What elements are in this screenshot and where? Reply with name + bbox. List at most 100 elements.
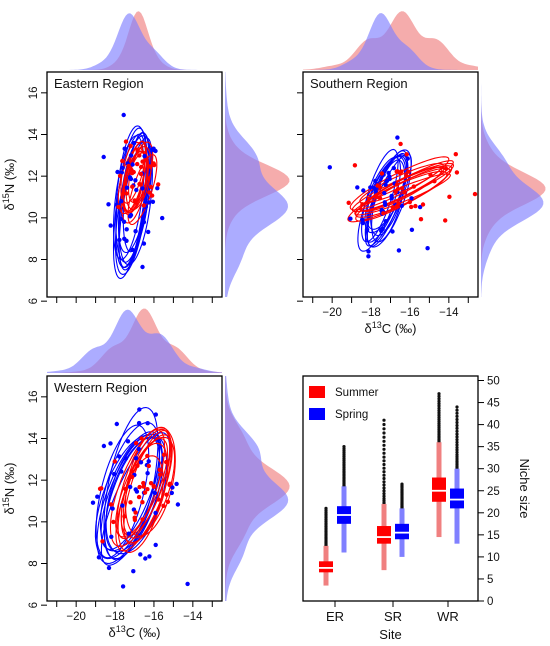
point-summer: [453, 152, 458, 157]
x-tick-label: −20: [66, 611, 86, 623]
point-spring: [417, 204, 423, 210]
point-spring: [409, 196, 414, 201]
y-tick-label: 12: [28, 170, 40, 183]
point-spring: [101, 154, 106, 160]
outlier-point: [437, 402, 441, 406]
y-tick-label: 14: [28, 128, 40, 141]
x-axis-label: δ13C (‰): [365, 320, 417, 336]
point-summer: [141, 203, 146, 208]
box-summer: [432, 477, 446, 502]
point-spring: [118, 216, 124, 222]
point-summer: [404, 152, 409, 157]
marginal-right-spring: [225, 376, 289, 601]
x-tick-label: ER: [326, 609, 344, 624]
point-spring: [125, 439, 131, 444]
boxplot-panel: 0 5 10 15 20 25 30 35 40 45 50 Niche size ER SR WR Site…: [302, 375, 532, 642]
point-summer: [432, 179, 437, 184]
outlier-point: [382, 480, 386, 484]
point-summer: [138, 171, 144, 177]
y-tick-label: 10: [28, 211, 40, 224]
point-spring: [150, 199, 156, 204]
point-summer: [394, 204, 399, 209]
point-spring: [379, 228, 384, 234]
point-spring: [145, 421, 150, 426]
point-summer: [137, 181, 142, 187]
x-axis-label: Site: [379, 627, 401, 642]
point-spring: [101, 443, 107, 449]
outlier-point: [382, 443, 386, 447]
point-spring: [123, 456, 129, 461]
point-spring: [142, 153, 147, 159]
ellipse-spring: [105, 433, 168, 555]
point-spring: [131, 569, 136, 574]
point-summer: [132, 517, 138, 523]
point-summer: [133, 510, 138, 515]
point-summer: [140, 500, 145, 505]
outlier-point: [455, 450, 459, 454]
point-summer: [402, 190, 407, 195]
y-tick-label: 5: [487, 574, 493, 586]
point-summer: [142, 490, 148, 495]
outlier-point: [437, 411, 441, 415]
point-summer: [374, 194, 379, 200]
point-summer: [145, 453, 150, 459]
outlier-point: [342, 445, 346, 449]
point-spring: [143, 556, 148, 561]
point-spring: [128, 176, 134, 182]
marginal-right-spring: [481, 72, 544, 297]
point-spring: [133, 229, 138, 234]
point-spring: [124, 185, 130, 190]
point-spring: [175, 502, 181, 507]
scatter-panel-2: Western Region −20 −18 −16 −14 δ13C (‰) 6 8 10 12…: [1, 308, 290, 640]
point-summer: [141, 480, 146, 486]
outlier-point: [437, 397, 441, 401]
outlier-point: [455, 445, 459, 450]
ellipse-spring: [104, 437, 164, 553]
point-summer: [111, 519, 116, 525]
point-summer: [135, 161, 140, 167]
outlier-point: [382, 447, 386, 451]
point-spring: [110, 506, 115, 511]
outlier-point: [437, 404, 441, 408]
point-summer: [148, 184, 154, 190]
point-spring: [120, 503, 125, 508]
point-spring: [128, 153, 134, 158]
outlier-point: [324, 506, 328, 510]
point-spring: [141, 241, 147, 246]
point-summer: [161, 452, 167, 457]
point-spring: [151, 146, 156, 151]
point-spring: [136, 420, 142, 426]
point-summer: [404, 173, 409, 178]
point-summer: [377, 184, 383, 190]
point-summer: [443, 218, 448, 223]
point-spring: [174, 481, 179, 487]
point-spring: [364, 227, 370, 232]
point-spring: [368, 185, 373, 190]
y-tick-label: 6: [28, 298, 40, 304]
point-spring: [389, 196, 394, 201]
point-summer: [418, 217, 424, 222]
point-spring: [386, 170, 391, 176]
x-tick-label: −18: [105, 611, 125, 623]
point-summer: [151, 161, 156, 166]
outlier-point: [382, 455, 386, 459]
point-summer: [443, 166, 449, 171]
point-spring: [140, 186, 145, 191]
point-spring: [116, 454, 122, 459]
ellipse-spring: [103, 406, 159, 561]
ellipse-summer: [117, 147, 146, 215]
point-spring: [382, 200, 387, 205]
point-summer: [140, 517, 145, 522]
point-summer: [128, 500, 133, 505]
y-tick-label: 6: [28, 602, 40, 608]
point-spring: [145, 471, 150, 476]
point-spring: [146, 200, 152, 205]
point-spring: [112, 471, 117, 477]
x-axis-label: δ13C (‰): [109, 624, 161, 640]
outlier-point: [437, 406, 441, 410]
point-spring: [120, 165, 125, 171]
x-tick-label: −14: [439, 307, 459, 319]
marginal-top-spring: [303, 13, 478, 71]
outlier-point: [400, 482, 404, 486]
point-summer: [145, 487, 150, 492]
